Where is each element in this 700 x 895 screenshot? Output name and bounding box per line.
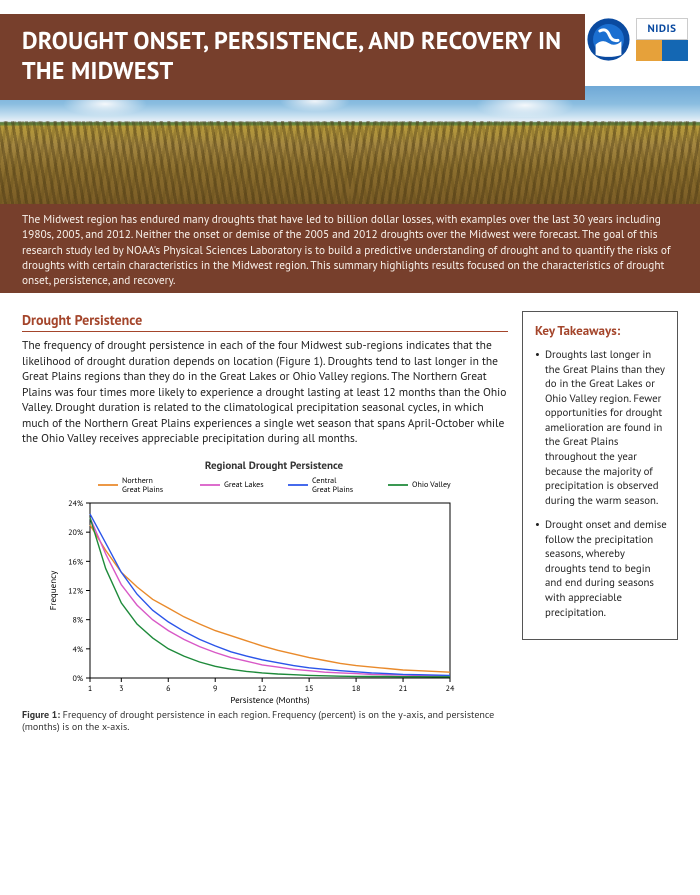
svg-text:Great Lakes: Great Lakes bbox=[224, 480, 264, 490]
svg-text:9: 9 bbox=[213, 684, 217, 694]
header: DROUGHT ONSET, PERSISTENCE, AND RECOVERY… bbox=[0, 0, 700, 293]
svg-text:24: 24 bbox=[446, 684, 455, 694]
svg-text:6: 6 bbox=[166, 684, 170, 694]
key-takeaways-title: Key Takeaways: bbox=[535, 322, 667, 339]
key-takeaway-item: Drought onset and demise follow the prec… bbox=[535, 517, 667, 619]
main-column: Drought Persistence The frequency of dro… bbox=[22, 311, 508, 734]
intro-text: The Midwest region has endured many drou… bbox=[22, 212, 678, 288]
content: Drought Persistence The frequency of dro… bbox=[0, 293, 700, 734]
svg-text:12%: 12% bbox=[68, 586, 83, 596]
nidis-logo-icon: NIDIS bbox=[636, 18, 688, 61]
svg-text:0%: 0% bbox=[72, 674, 83, 684]
section-title: Drought Persistence bbox=[22, 311, 508, 332]
svg-text:Ohio Valley: Ohio Valley bbox=[412, 480, 451, 490]
intro-band: The Midwest region has endured many drou… bbox=[0, 204, 700, 293]
svg-text:Great Plains: Great Plains bbox=[122, 485, 164, 495]
svg-text:4%: 4% bbox=[72, 644, 83, 654]
svg-text:3: 3 bbox=[119, 684, 123, 694]
figure-caption-text: Frequency of drought persistence in each… bbox=[22, 708, 494, 734]
key-takeaway-item: Droughts last longer in the Great Plains… bbox=[535, 347, 667, 507]
svg-text:12: 12 bbox=[258, 684, 267, 694]
svg-text:Persistence (Months): Persistence (Months) bbox=[230, 695, 309, 705]
title-band: DROUGHT ONSET, PERSISTENCE, AND RECOVERY… bbox=[0, 14, 585, 100]
svg-text:16%: 16% bbox=[68, 557, 83, 567]
svg-text:21: 21 bbox=[399, 684, 408, 694]
hero-image bbox=[0, 86, 700, 204]
key-takeaways-box: Key Takeaways: Droughts last longer in t… bbox=[522, 311, 678, 640]
section-body: The frequency of drought persistence in … bbox=[22, 338, 508, 447]
logo-group: NIDIS bbox=[587, 18, 688, 61]
key-takeaways-list: Droughts last longer in the Great Plains… bbox=[535, 347, 667, 619]
svg-text:15: 15 bbox=[305, 684, 314, 694]
chart-container: Regional Drought Persistence 0%4%8%12%16… bbox=[40, 459, 508, 705]
svg-text:20%: 20% bbox=[68, 528, 83, 538]
chart-title: Regional Drought Persistence bbox=[40, 459, 508, 473]
page-title: DROUGHT ONSET, PERSISTENCE, AND RECOVERY… bbox=[22, 26, 567, 86]
svg-text:18: 18 bbox=[352, 684, 361, 694]
svg-text:Great Plains: Great Plains bbox=[312, 485, 354, 495]
svg-text:8%: 8% bbox=[72, 615, 83, 625]
svg-text:24%: 24% bbox=[68, 499, 83, 509]
noaa-logo-icon bbox=[587, 18, 630, 61]
svg-text:Frequency: Frequency bbox=[48, 570, 59, 610]
nidis-logo-label: NIDIS bbox=[636, 18, 688, 40]
svg-text:1: 1 bbox=[88, 684, 92, 694]
persistence-chart: 0% 4% 8% 12% 16% 20% 24% 1 3 6 9 12 15 18 21 24 Persiste… bbox=[40, 475, 470, 705]
aside-column: Key Takeaways: Droughts last longer in t… bbox=[522, 311, 678, 734]
figure-caption-label: Figure 1: bbox=[22, 708, 60, 721]
figure-caption: Figure 1: Frequency of drought persisten… bbox=[22, 709, 508, 734]
